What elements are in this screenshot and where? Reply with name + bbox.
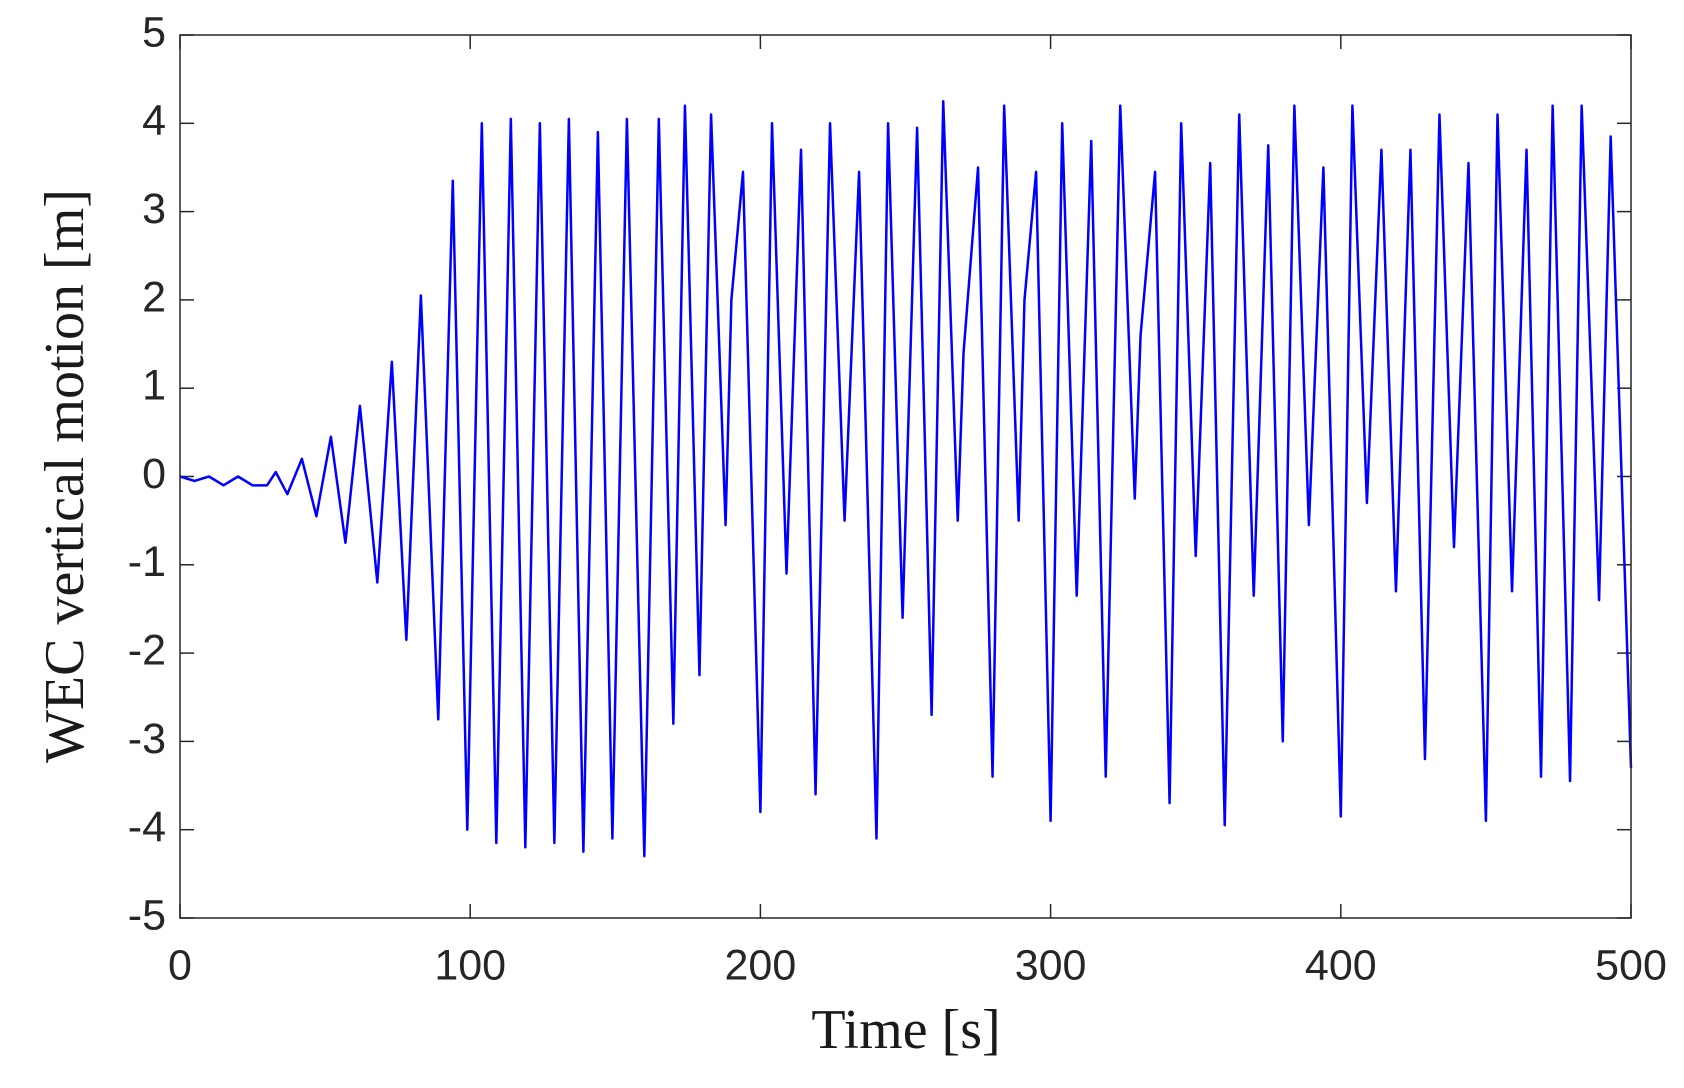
y-tick-label: -2 [128,626,166,674]
y-tick-label: -3 [128,715,166,763]
y-tick-label: 5 [142,8,166,56]
plot-frame [179,34,1632,919]
y-tick-label: 1 [142,362,166,410]
y-tick-label: 0 [142,450,166,498]
x-tick-label: 500 [1595,941,1667,989]
x-tick-label: 400 [1305,941,1377,989]
y-tick-label: 3 [142,185,166,233]
y-tick-label: -4 [128,803,166,851]
x-tick-label: 100 [434,941,506,989]
y-tick-label: 4 [142,97,166,145]
x-axis-label: Time [s] [811,999,1000,1061]
y-tick-label: 2 [142,273,166,321]
y-tick-label: -5 [128,891,166,939]
x-tick-label: 200 [725,941,797,989]
x-tick-label: 0 [168,941,192,989]
x-tick-label: 300 [1015,941,1087,989]
y-tick-label: -1 [128,538,166,586]
y-axis-label: WEC vertical motion [m] [34,189,96,763]
data-line [179,99,1633,858]
